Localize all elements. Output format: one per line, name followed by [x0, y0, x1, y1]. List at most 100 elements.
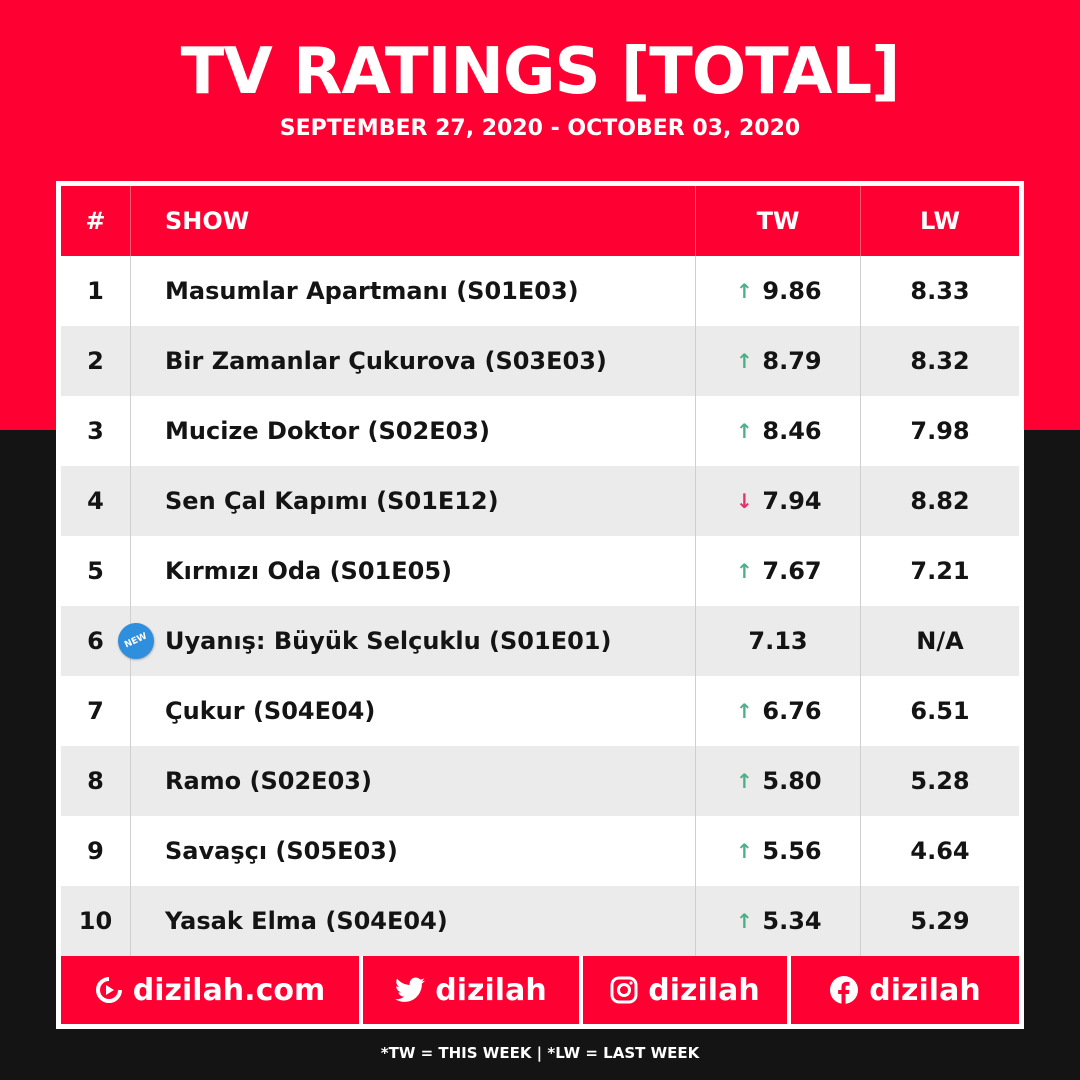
table-row: 2 Bir Zamanlar Çukurova (S03E03) ↑ 8.79 8.32	[61, 326, 1019, 396]
show-title: Çukur (S04E04)	[131, 676, 696, 746]
show-title: Ramo (S02E03)	[131, 746, 696, 816]
ratings-card: # SHOW TW LW 1 Masumlar Apartmanı (S01E03…	[56, 181, 1024, 1029]
social-footer: dizilah.com dizilah dizilah dizilah	[61, 956, 1019, 1024]
twitter-label: dizilah	[435, 972, 547, 1008]
show-title: Kırmızı Oda (S01E05)	[131, 536, 696, 606]
rank-value: 5	[87, 557, 104, 585]
arrow-up-icon: ↑	[736, 559, 753, 583]
header-show: SHOW	[131, 186, 696, 256]
rank-cell: 3	[61, 396, 131, 466]
show-title: Mucize Doktor (S02E03)	[131, 396, 696, 466]
this-week-value: 7.94	[762, 487, 822, 515]
table-row: 3 Mucize Doktor (S02E03) ↑ 8.46 7.98	[61, 396, 1019, 466]
website-label: dizilah.com	[132, 972, 326, 1008]
table-body: 1 Masumlar Apartmanı (S01E03) ↑ 9.86 8.33 2 Bi…	[61, 256, 1019, 956]
page-title: TV RATINGS [TOTAL]	[180, 35, 901, 109]
this-week-value: 7.13	[748, 627, 808, 655]
show-title: Uyanış: Büyük Selçuklu (S01E01)	[131, 606, 696, 676]
last-week-value: 8.33	[910, 277, 970, 305]
rank-cell: 6 NEW	[61, 606, 160, 676]
table-row: 1 Masumlar Apartmanı (S01E03) ↑ 9.86 8.33	[61, 256, 1019, 326]
show-title: Masumlar Apartmanı (S01E03)	[131, 256, 696, 326]
rank-value: 8	[87, 767, 104, 795]
rank-cell: 7	[61, 676, 131, 746]
arrow-up-icon: ↑	[736, 699, 753, 723]
rank-value: 3	[87, 417, 104, 445]
last-week-value: 7.98	[910, 417, 970, 445]
show-title: Yasak Elma (S04E04)	[131, 886, 696, 956]
rank-cell: 5	[61, 536, 131, 606]
last-week-value: 8.32	[910, 347, 970, 375]
header-tw: TW	[696, 186, 861, 256]
rank-value: 1	[87, 277, 104, 305]
facebook-icon	[829, 975, 859, 1005]
this-week-value: 9.86	[762, 277, 822, 305]
last-week-value: 5.29	[910, 907, 970, 935]
arrow-down-icon: ↓	[736, 489, 753, 513]
facebook-link[interactable]: dizilah	[791, 956, 1019, 1024]
header-rank: #	[61, 186, 131, 256]
table-row: 7 Çukur (S04E04) ↑ 6.76 6.51	[61, 676, 1019, 746]
rank-cell: 9	[61, 816, 131, 886]
table-row: 10 Yasak Elma (S04E04) ↑ 5.34 5.29	[61, 886, 1019, 956]
website-link[interactable]: dizilah.com	[61, 956, 359, 1024]
rank-value: 7	[87, 697, 104, 725]
table-row: 9 Savaşçı (S05E03) ↑ 5.56 4.64	[61, 816, 1019, 886]
last-week-value: 6.51	[910, 697, 970, 725]
this-week-value: 8.79	[762, 347, 822, 375]
rank-cell: 8	[61, 746, 131, 816]
this-week-cell: ↑ 7.67	[696, 536, 861, 606]
this-week-value: 5.80	[762, 767, 822, 795]
rank-value: 10	[78, 907, 113, 935]
rank-cell: 2	[61, 326, 131, 396]
ratings-table: # SHOW TW LW 1 Masumlar Apartmanı (S01E03…	[61, 186, 1019, 956]
last-week-value: 8.82	[910, 487, 970, 515]
arrow-up-icon: ↑	[736, 909, 753, 933]
rank-cell: 1	[61, 256, 131, 326]
rank-value: 2	[87, 347, 104, 375]
arrow-up-icon: ↑	[736, 839, 753, 863]
show-title: Bir Zamanlar Çukurova (S03E03)	[131, 326, 696, 396]
arrow-up-icon: ↑	[736, 769, 753, 793]
rank-cell: 10	[61, 886, 131, 956]
rank-cell: 4	[61, 466, 131, 536]
this-week-value: 5.34	[762, 907, 822, 935]
this-week-cell: ↓ 7.94	[696, 466, 861, 536]
this-week-cell: ↑ 5.80	[696, 746, 861, 816]
twitter-icon	[395, 977, 426, 1003]
this-week-cell: ↑ 8.79	[696, 326, 861, 396]
this-week-value: 5.56	[762, 837, 822, 865]
this-week-cell: 7.13	[696, 606, 861, 676]
table-row: 4 Sen Çal Kapımı (S01E12) ↓ 7.94 8.82	[61, 466, 1019, 536]
last-week-value: 5.28	[910, 767, 970, 795]
this-week-cell: ↑ 9.86	[696, 256, 861, 326]
twitter-link[interactable]: dizilah	[363, 956, 579, 1024]
rank-value: 9	[87, 837, 104, 865]
legend-note: *TW = THIS WEEK | *LW = LAST WEEK	[380, 1044, 700, 1062]
last-week-value: N/A	[916, 627, 964, 655]
header-lw: LW	[920, 207, 960, 235]
table-row: 8 Ramo (S02E03) ↑ 5.80 5.28	[61, 746, 1019, 816]
this-week-cell: ↑ 8.46	[696, 396, 861, 466]
this-week-cell: ↑ 5.34	[696, 886, 861, 956]
this-week-value: 6.76	[762, 697, 822, 725]
table-row: 5 Kırmızı Oda (S01E05) ↑ 7.67 7.21	[61, 536, 1019, 606]
arrow-up-icon: ↑	[736, 419, 753, 443]
instagram-label: dizilah	[648, 972, 760, 1008]
this-week-value: 7.67	[762, 557, 822, 585]
dizilah-logo-icon	[95, 976, 123, 1004]
show-title: Savaşçı (S05E03)	[131, 816, 696, 886]
this-week-value: 8.46	[762, 417, 822, 445]
show-title: Sen Çal Kapımı (S01E12)	[131, 466, 696, 536]
last-week-value: 7.21	[910, 557, 970, 585]
this-week-cell: ↑ 6.76	[696, 676, 861, 746]
arrow-up-icon: ↑	[736, 349, 753, 373]
last-week-value: 4.64	[910, 837, 970, 865]
arrow-up-icon: ↑	[736, 279, 753, 303]
rank-value: 4	[87, 487, 104, 515]
table-header: # SHOW TW LW	[61, 186, 1019, 256]
this-week-cell: ↑ 5.56	[696, 816, 861, 886]
rank-value: 6	[87, 627, 104, 655]
table-row: 6 NEW Uyanış: Büyük Selçuklu (S01E01) 7.13 N…	[61, 606, 1019, 676]
instagram-link[interactable]: dizilah	[583, 956, 787, 1024]
